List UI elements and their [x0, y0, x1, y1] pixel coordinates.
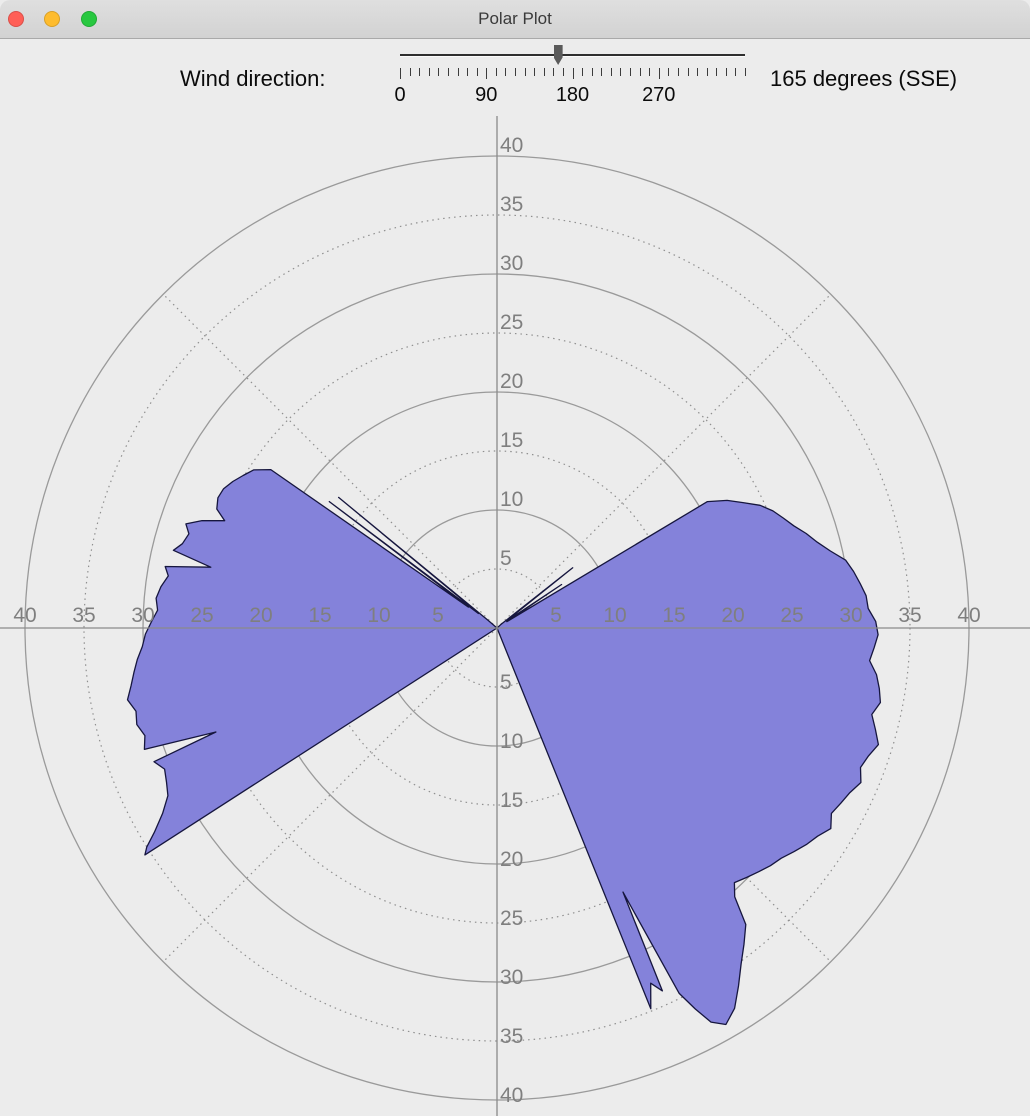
slider-tick-label: 0 [394, 84, 406, 106]
radial-tick-label: 20 [500, 848, 523, 871]
radial-tick-label: 10 [500, 488, 523, 511]
slider-tick [400, 68, 401, 79]
radial-tick-label: 35 [72, 604, 95, 627]
wind-direction-label: Wind direction: [180, 66, 326, 91]
slider-tick-label: 180 [555, 84, 590, 106]
slider-tick [716, 68, 718, 76]
slider-tick [697, 68, 699, 76]
zoom-button[interactable] [81, 11, 97, 27]
wind-direction-slider[interactable]: 0 90 180 270 [394, 44, 746, 108]
slider-tick [515, 68, 516, 76]
slider-tick [658, 68, 660, 79]
slider-tick [562, 68, 564, 76]
radial-tick-label: 5 [500, 547, 512, 570]
slider-tick [524, 68, 526, 76]
radial-tick-label: 35 [500, 193, 523, 216]
minimize-button[interactable] [44, 11, 60, 27]
radial-tick-label: 30 [500, 252, 523, 275]
radial-tick-label: 35 [898, 604, 921, 627]
slider-tick [687, 68, 689, 76]
radial-tick-label: 40 [500, 1084, 523, 1107]
slider-ticks [400, 68, 746, 80]
slider-tick [553, 68, 555, 76]
slider-tick [419, 68, 421, 76]
slider-tick [428, 68, 430, 76]
wind-data-polygon [126, 468, 882, 1026]
slider-thumb[interactable] [553, 45, 563, 65]
slider-tick [582, 68, 584, 76]
slider-tick [620, 68, 622, 76]
slider-tick-label: 90 [475, 84, 498, 106]
radial-tick-label: 20 [721, 604, 744, 627]
slider-tick [745, 68, 746, 76]
radial-tick-label: 15 [662, 604, 685, 627]
slider-tick [438, 68, 440, 76]
radial-tick-label: 20 [500, 370, 523, 393]
slider-tick [467, 68, 469, 76]
slider-tick [630, 68, 631, 76]
slider-track[interactable] [400, 54, 745, 56]
slider-tick [668, 68, 670, 76]
window-title: Polar Plot [478, 9, 552, 28]
radial-tick-label: 15 [500, 789, 523, 812]
slider-tick [572, 68, 574, 79]
radial-tick-label: 30 [131, 604, 154, 627]
slider-tick [505, 68, 507, 76]
radial-tick-label: 40 [500, 134, 523, 157]
radial-tick-label: 10 [603, 604, 626, 627]
slider-tick [725, 68, 727, 76]
slider-tick [409, 68, 411, 76]
slider-tick [486, 68, 488, 79]
radial-tick-label: 10 [500, 730, 523, 753]
radial-tick-label: 35 [500, 1025, 523, 1048]
radial-tick-label: 15 [500, 429, 523, 452]
slider-tick-label: 270 [642, 84, 676, 106]
radial-tick-label: 40 [13, 604, 36, 627]
slider-tick [610, 68, 612, 76]
radial-tick-label: 25 [500, 311, 523, 334]
slider-tick [476, 68, 478, 76]
slider-tick [457, 68, 459, 76]
radial-tick-label: 25 [190, 604, 213, 627]
radial-tick-label: 25 [780, 604, 803, 627]
slider-tick [591, 68, 593, 76]
radial-tick-label: 5 [550, 604, 562, 627]
radial-tick-label: 30 [500, 966, 523, 989]
slider-tick [639, 68, 641, 76]
radial-tick-label: 25 [500, 907, 523, 930]
radial-tick-label: 5 [500, 671, 512, 694]
radial-tick-label: 5 [432, 604, 444, 627]
close-button[interactable] [8, 11, 24, 27]
radial-tick-label: 20 [249, 604, 272, 627]
radial-tick-label: 10 [367, 604, 390, 627]
slider-tick [677, 68, 679, 76]
slider-tick [534, 68, 536, 76]
radial-tick-label: 15 [308, 604, 331, 627]
slider-tick [706, 68, 708, 76]
slider-tick [649, 68, 651, 76]
slider-tick [735, 68, 737, 76]
window-titlebar: Polar Plot [0, 0, 1030, 39]
radial-tick-label: 40 [957, 604, 980, 627]
wind-direction-readout: 165 degrees (SSE) [770, 66, 958, 91]
radial-tick-label: 30 [839, 604, 862, 627]
slider-tick [447, 68, 449, 76]
slider-tick [601, 68, 603, 76]
slider-tick [543, 68, 545, 76]
slider-tick [495, 68, 497, 76]
